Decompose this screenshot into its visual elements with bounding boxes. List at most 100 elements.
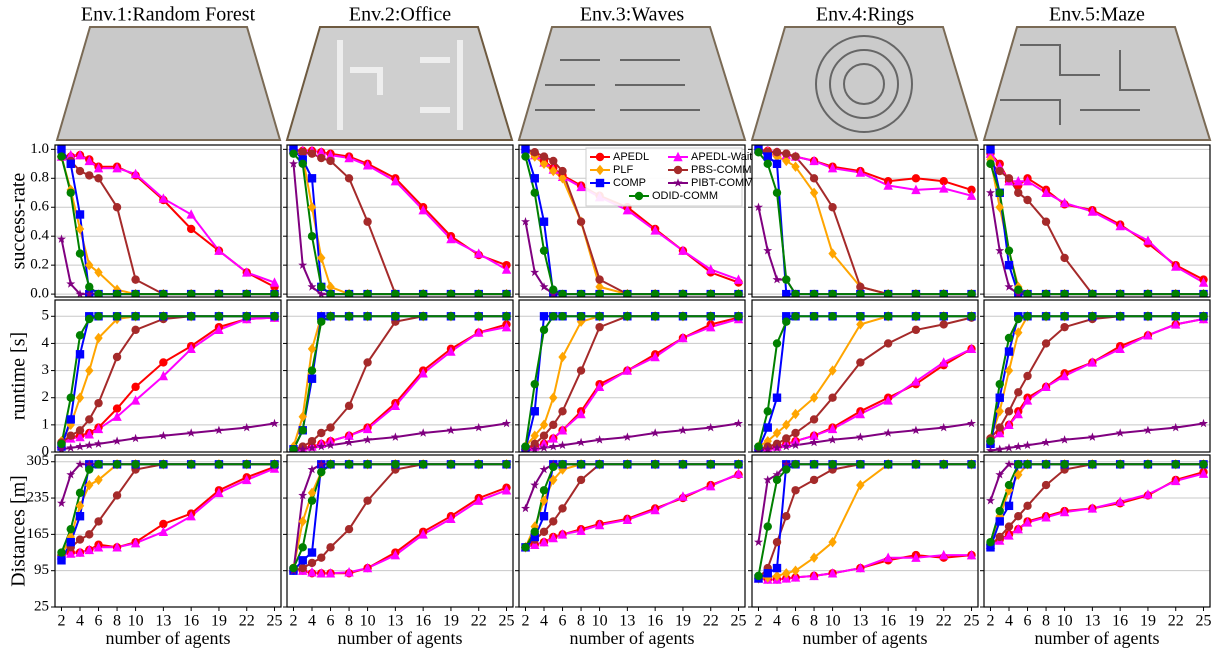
marker [298,411,307,422]
marker [883,312,893,321]
marker [772,427,782,439]
marker [363,460,372,469]
marker [1041,437,1051,447]
marker [986,496,995,505]
y-tick-label: 1.0 [30,141,49,157]
y-tick-label: 3 [42,362,50,378]
marker [521,152,530,161]
marker [66,415,75,424]
marker [84,289,94,297]
marker [809,392,819,403]
marker [791,428,800,438]
marker [307,496,317,505]
marker [186,460,196,469]
marker [1115,428,1125,437]
marker [75,459,85,469]
marker [307,567,317,577]
marker [418,289,428,297]
marker [66,470,76,479]
marker [307,282,317,291]
x-tick-label: 8 [1042,613,1050,630]
marker [363,358,372,367]
marker [307,343,317,355]
plot-frame [286,299,514,453]
series-line [292,463,507,569]
marker [446,460,456,469]
marker [549,420,558,430]
marker [855,408,866,419]
marker [307,232,317,241]
series-line [757,151,972,296]
marker [530,379,539,389]
marker [298,260,308,269]
marker [66,393,75,402]
y-tick-label: 0.6 [30,199,49,215]
marker [112,404,122,413]
marker [502,312,511,321]
marker [214,425,224,435]
x-tick-label: 25 [731,613,747,630]
x-tick-label: 16 [880,613,896,630]
series-group [985,459,1209,552]
marker [549,462,558,472]
marker [363,435,373,444]
marker [809,174,819,183]
marker [678,312,688,321]
x-tick-label: 2 [754,613,762,630]
marker [521,217,530,226]
marker [1115,496,1125,506]
x-axis-label: number of agents [570,628,695,648]
series-group [56,311,280,452]
marker [474,248,484,258]
marker [558,351,567,363]
marker [1014,388,1023,397]
marker [530,148,539,157]
marker [501,321,512,332]
marker [576,525,586,535]
marker [782,149,791,158]
x-tick-label: 13 [852,613,868,630]
marker [298,444,308,452]
marker [782,155,791,167]
series-group [520,459,744,553]
office-walls [337,40,463,130]
plot-frame [518,144,746,298]
x-tick-label: 25 [499,613,515,630]
marker [307,174,317,183]
marker [325,568,336,578]
marker [1004,260,1014,270]
x-tick-label: 19 [675,613,691,630]
series-line [757,463,972,577]
x-tick-label: 2 [289,613,297,630]
marker [530,267,540,277]
marker [1022,517,1033,527]
x-tick-label: 22 [1168,613,1184,630]
legend-label: COMP [613,177,646,189]
env-obstacles [337,35,1150,133]
marker [1004,347,1014,356]
marker [307,202,317,213]
marker [781,441,791,451]
marker [1087,503,1098,513]
y-tick-label: 0.8 [30,170,49,186]
marker [911,552,921,562]
marker [298,148,307,157]
marker [1004,246,1014,255]
marker [66,159,75,169]
series-line [524,156,739,296]
marker [325,149,336,160]
marker [317,153,326,163]
marker [1014,327,1023,338]
marker [94,398,103,408]
marker [1023,371,1032,381]
marker [214,289,224,297]
marker [1115,220,1125,231]
marker [734,312,743,321]
marker [94,460,103,469]
plot-frame [983,144,1211,298]
marker [298,556,307,565]
marker [539,464,549,474]
marker [673,165,683,175]
marker [809,437,819,447]
marker [446,289,456,297]
